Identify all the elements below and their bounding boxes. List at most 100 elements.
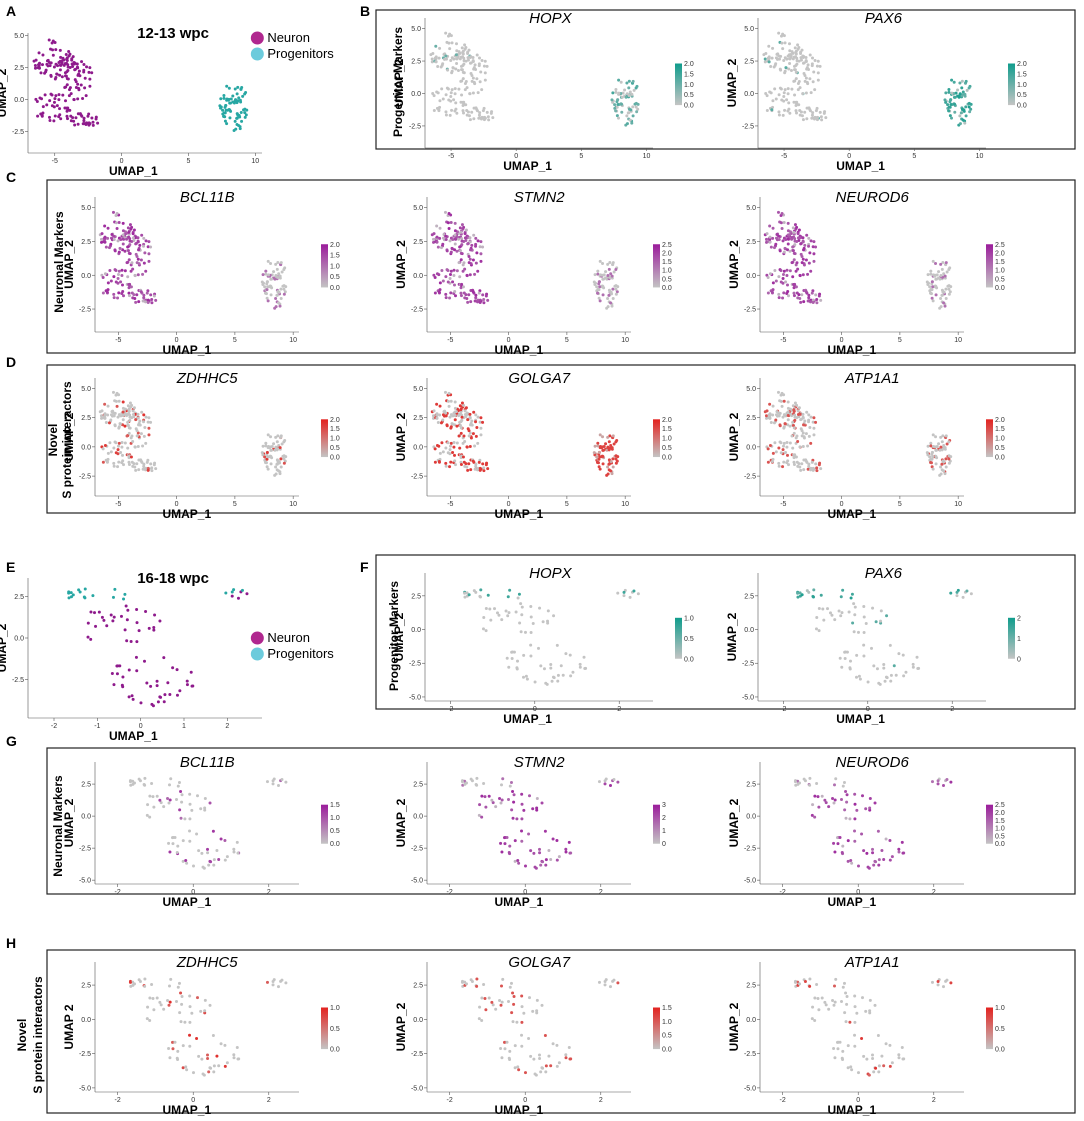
expressing-cell-point [635, 110, 639, 114]
cell-point [463, 88, 467, 92]
colorbar-tick-label: 1.0 [330, 436, 340, 443]
cell-point [440, 87, 444, 91]
expressing-cell-point [127, 230, 131, 234]
cell-point [474, 590, 478, 594]
expressing-cell-point [438, 236, 442, 240]
panel-D3-x-tick-label: -5 [780, 501, 786, 508]
cell-point [809, 415, 813, 419]
colorbar-tick-label: 0.0 [330, 1047, 340, 1054]
cell-point [264, 444, 268, 448]
cell-point [774, 62, 778, 66]
neuron-cell-point [124, 604, 128, 608]
expressing-cell-point [817, 463, 821, 467]
colorbar [321, 419, 328, 458]
expressing-cell-point [801, 257, 805, 261]
cell-point [928, 285, 932, 289]
cell-point [774, 450, 778, 454]
expressing-cell-point [142, 236, 146, 240]
cell-point [179, 1020, 183, 1024]
expressing-cell-point [520, 1020, 524, 1024]
neuron-cell-point [88, 77, 92, 81]
panel-label-D: D [6, 354, 16, 370]
expressing-cell-point [614, 454, 618, 458]
expressing-cell-point [527, 794, 531, 798]
cell-point [803, 73, 807, 77]
expressing-cell-point [607, 293, 611, 297]
expressing-cell-point [520, 792, 524, 796]
cell-point [104, 421, 108, 425]
cell-point [272, 270, 276, 274]
expressing-cell-point [458, 249, 462, 253]
expressing-cell-point [478, 468, 482, 472]
colorbar [986, 1007, 993, 1050]
cell-point [147, 416, 151, 420]
expressing-cell-point [116, 239, 120, 243]
row-label-interactors-bottom: S protein interactors [31, 976, 45, 1094]
expressing-cell-point [611, 434, 615, 438]
expressing-cell-point [795, 291, 799, 295]
expressing-cell-point [814, 245, 818, 249]
cell-point [808, 977, 812, 981]
cell-point [223, 1043, 227, 1047]
cell-point [807, 413, 811, 417]
cell-point [225, 1061, 229, 1065]
cell-point [117, 460, 121, 464]
cell-point [529, 643, 533, 647]
expressing-cell-point [596, 441, 600, 445]
colorbar-tick-label: 1.5 [662, 259, 672, 266]
expressing-cell-point [833, 850, 837, 854]
cell-point [519, 602, 523, 606]
cell-point [115, 391, 119, 395]
cell-point [137, 423, 141, 427]
cell-point [943, 472, 947, 476]
cell-point [947, 268, 951, 272]
cell-point [232, 847, 236, 851]
expressing-cell-point [457, 237, 461, 241]
neuron-cell-point [64, 99, 68, 103]
expressing-cell-point [99, 237, 103, 241]
cell-point [791, 420, 795, 424]
expressing-cell-point [480, 794, 484, 798]
expressing-cell-point [458, 226, 462, 230]
cell-point [783, 41, 787, 45]
expressing-cell-point [934, 262, 938, 266]
cell-point [628, 90, 632, 94]
expressing-cell-point [800, 293, 804, 297]
panel-G3-x-label: UMAP_1 [827, 895, 876, 909]
neuron-cell-point [110, 671, 114, 675]
neuron-cell-point [82, 62, 86, 66]
cell-point [789, 68, 793, 72]
expressing-cell-point [508, 588, 512, 592]
cell-point [818, 64, 822, 68]
colorbar-tick-label: 0.5 [662, 276, 672, 283]
cell-point [145, 813, 149, 817]
cell-point [808, 783, 812, 787]
cell-point [841, 784, 845, 788]
cell-point [508, 1049, 512, 1053]
expressing-cell-point [958, 114, 962, 118]
expressing-cell-point [772, 246, 776, 250]
panel-D1-y-tick-label: 0.0 [81, 444, 91, 451]
expressing-cell-point [846, 839, 850, 843]
cell-point [798, 113, 802, 117]
neuron-cell-point [147, 626, 151, 630]
expressing-cell-point [138, 243, 142, 247]
cell-point [282, 457, 286, 461]
cell-point [438, 105, 442, 109]
cell-point [500, 618, 504, 622]
neuron-cell-point [83, 76, 87, 80]
cell-point [279, 465, 283, 469]
expressing-cell-point [614, 268, 618, 272]
expressing-cell-point [435, 402, 439, 406]
expressing-cell-point [606, 445, 610, 449]
panel-label-H: H [6, 935, 16, 951]
cell-point [494, 1007, 498, 1011]
colorbar-tick-label: 1.0 [995, 436, 1005, 443]
neuron-cell-point [109, 613, 113, 617]
colorbar-tick-label: 1.5 [330, 802, 340, 809]
neuron-cell-point [69, 114, 73, 118]
cell-point [145, 460, 149, 464]
cell-point [935, 448, 939, 452]
expressing-cell-point [957, 95, 961, 99]
expressing-cell-point [121, 242, 125, 246]
